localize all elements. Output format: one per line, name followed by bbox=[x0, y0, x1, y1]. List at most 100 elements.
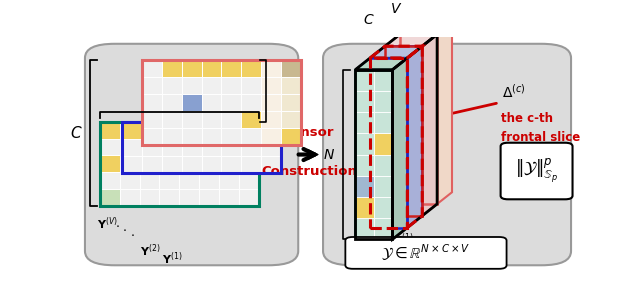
Bar bbox=[159, 173, 179, 189]
Text: $\mathcal{Y} \in \mathbb{R}^{N \times C \times V}$: $\mathcal{Y} \in \mathbb{R}^{N \times C … bbox=[381, 243, 470, 263]
Bar bbox=[404, 174, 422, 195]
Bar bbox=[100, 121, 259, 206]
Polygon shape bbox=[385, 34, 437, 46]
Bar bbox=[142, 122, 162, 140]
Bar bbox=[388, 143, 408, 164]
Bar bbox=[370, 79, 388, 100]
Text: $\cdot$: $\cdot$ bbox=[115, 219, 120, 232]
Bar bbox=[241, 128, 261, 145]
Bar bbox=[182, 77, 202, 94]
Bar bbox=[182, 128, 202, 145]
Bar bbox=[355, 70, 374, 91]
Bar bbox=[221, 111, 241, 128]
Bar bbox=[374, 133, 392, 155]
Bar bbox=[182, 140, 202, 156]
Bar bbox=[385, 174, 404, 195]
Bar bbox=[388, 79, 408, 100]
Text: $\mathbf{Y}^{(1)}$: $\mathbf{Y}^{(1)}$ bbox=[394, 231, 414, 248]
Bar bbox=[261, 77, 281, 94]
Bar bbox=[400, 77, 419, 98]
FancyBboxPatch shape bbox=[346, 237, 507, 269]
Bar bbox=[142, 140, 162, 156]
Bar bbox=[239, 189, 259, 206]
Bar bbox=[142, 128, 162, 145]
Bar bbox=[120, 121, 140, 139]
Bar bbox=[142, 111, 162, 128]
Bar bbox=[355, 133, 374, 155]
Bar bbox=[219, 139, 239, 155]
Polygon shape bbox=[355, 58, 408, 70]
Bar bbox=[400, 183, 419, 204]
Polygon shape bbox=[355, 70, 392, 239]
Bar bbox=[182, 122, 202, 140]
Bar bbox=[159, 139, 179, 155]
Bar bbox=[370, 164, 388, 185]
Bar bbox=[140, 121, 159, 139]
Bar bbox=[419, 98, 437, 119]
Bar bbox=[182, 60, 202, 77]
Bar bbox=[202, 94, 221, 111]
Bar bbox=[388, 206, 408, 228]
Bar bbox=[385, 110, 404, 131]
Bar bbox=[122, 122, 281, 174]
Bar bbox=[355, 155, 374, 176]
Bar bbox=[374, 197, 392, 218]
Text: $V$: $V$ bbox=[390, 2, 403, 16]
Bar bbox=[162, 94, 182, 111]
Bar bbox=[162, 60, 182, 77]
Text: $\mathbf{Y}^{(2)}$: $\mathbf{Y}^{(2)}$ bbox=[378, 243, 399, 259]
Bar bbox=[221, 122, 241, 140]
Bar bbox=[221, 140, 241, 156]
Bar bbox=[162, 128, 182, 145]
Bar bbox=[404, 67, 422, 88]
Bar bbox=[388, 185, 408, 206]
Bar bbox=[202, 122, 221, 140]
Text: $\cdots$: $\cdots$ bbox=[394, 244, 406, 256]
Bar bbox=[400, 34, 419, 56]
Bar bbox=[221, 60, 241, 77]
Bar bbox=[100, 173, 120, 189]
Polygon shape bbox=[437, 23, 452, 204]
Bar bbox=[142, 60, 162, 77]
Bar bbox=[202, 60, 221, 77]
Bar bbox=[120, 189, 140, 206]
Text: $V$: $V$ bbox=[276, 84, 288, 98]
Polygon shape bbox=[392, 58, 408, 239]
Bar bbox=[202, 140, 221, 156]
Bar bbox=[199, 155, 219, 173]
Bar bbox=[355, 176, 374, 197]
Bar bbox=[355, 91, 374, 112]
Bar bbox=[419, 77, 437, 98]
Bar bbox=[385, 195, 404, 216]
Bar bbox=[404, 195, 422, 216]
Bar bbox=[199, 121, 219, 139]
Bar bbox=[162, 111, 182, 128]
Bar bbox=[202, 77, 221, 94]
FancyBboxPatch shape bbox=[85, 44, 298, 265]
Bar bbox=[355, 218, 374, 239]
Bar bbox=[419, 183, 437, 204]
Bar bbox=[100, 189, 120, 206]
Bar bbox=[221, 94, 241, 111]
Bar bbox=[281, 111, 301, 128]
Text: $C$: $C$ bbox=[364, 13, 375, 27]
Bar bbox=[199, 139, 219, 155]
Bar bbox=[140, 155, 159, 173]
Bar bbox=[370, 121, 388, 143]
Bar bbox=[239, 155, 259, 173]
Bar bbox=[261, 140, 281, 156]
Bar bbox=[404, 110, 422, 131]
Polygon shape bbox=[422, 34, 437, 216]
Text: $C$: $C$ bbox=[70, 125, 83, 141]
Text: $N$: $N$ bbox=[323, 147, 335, 162]
Bar bbox=[261, 94, 281, 111]
Polygon shape bbox=[400, 34, 437, 204]
Bar bbox=[388, 58, 408, 79]
Bar bbox=[281, 94, 301, 111]
Bar bbox=[281, 77, 301, 94]
Bar bbox=[374, 155, 392, 176]
Bar bbox=[241, 156, 261, 174]
Bar bbox=[142, 94, 162, 111]
Bar bbox=[142, 156, 162, 174]
Bar bbox=[241, 94, 261, 111]
